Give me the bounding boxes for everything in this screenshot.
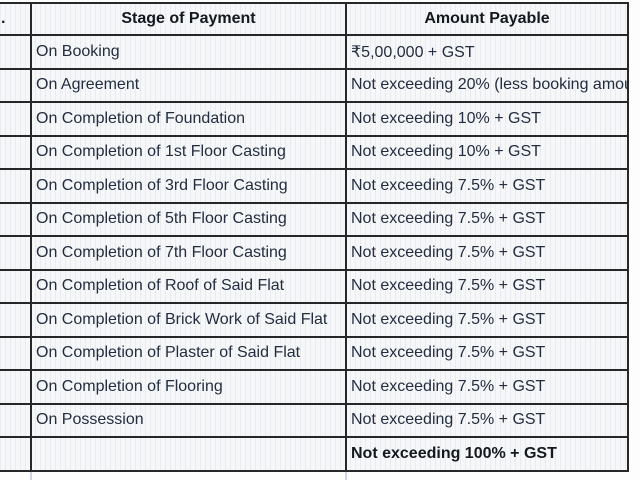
stage-cell: On Completion of 3rd Floor Casting [30,168,347,204]
index-cell [0,168,32,204]
table-row: On Booking ₹5,00,000 + GST [0,34,629,70]
stage-cell: On Completion of Roof of Said Flat [30,268,347,304]
index-cell [0,34,32,70]
stage-cell: On Completion of Brick Work of Said Flat [30,302,347,338]
gridline-stub-middle [345,472,347,480]
index-cell [0,402,32,438]
table-row: On Completion of Plaster of Said Flat No… [0,335,629,371]
table-row: On Possession Not exceeding 7.5% + GST [0,402,629,438]
amount-cell: Not exceeding 10% + GST [345,101,629,137]
amount-cell: Not exceeding 7.5% + GST [345,235,629,271]
amount-cell: Not exceeding 20% (less booking amou [345,67,629,103]
gridline-stub-left [30,472,32,480]
table-row: On Completion of Foundation Not exceedin… [0,101,629,137]
table-row: On Completion of Brick Work of Said Flat… [0,302,629,338]
index-cell [0,67,32,103]
table-row: On Completion of 7th Floor Casting Not e… [0,235,629,271]
amount-cell: Not exceeding 10% + GST [345,134,629,170]
amount-cell: Not exceeding 7.5% + GST [345,335,629,371]
stage-cell: On Completion of 7th Floor Casting [30,235,347,271]
table-row: On Completion of 3rd Floor Casting Not e… [0,168,629,204]
stage-cell: On Completion of Foundation [30,101,347,137]
index-cell [0,235,32,271]
stage-column-header: Stage of Payment [30,2,347,36]
payment-schedule-table: . Stage of Payment Amount Payable On Boo… [0,2,629,472]
stage-cell: On Completion of Plaster of Said Flat [30,335,347,371]
table-row: On Completion of Flooring Not exceeding … [0,369,629,405]
index-cell [0,201,32,237]
stage-cell: On Booking [30,34,347,70]
amount-cell: ₹5,00,000 + GST [345,34,629,70]
index-cell [0,302,32,338]
amount-cell: Not exceeding 7.5% + GST [345,402,629,438]
index-column-header: . [0,2,32,36]
index-cell [0,335,32,371]
stage-cell [30,436,347,472]
index-cell [0,268,32,304]
index-cell [0,134,32,170]
header-row: . Stage of Payment Amount Payable [0,2,629,36]
amount-cell: Not exceeding 7.5% + GST [345,268,629,304]
table-row: Not exceeding 100% + GST [0,436,629,472]
amount-cell: Not exceeding 7.5% + GST [345,168,629,204]
table-row: On Agreement Not exceeding 20% (less boo… [0,67,629,103]
table-body: On Booking ₹5,00,000 + GST On Agreement … [0,34,629,472]
table-row: On Completion of Roof of Said Flat Not e… [0,268,629,304]
stage-cell: On Completion of 5th Floor Casting [30,201,347,237]
stage-cell: On Completion of 1st Floor Casting [30,134,347,170]
stage-cell: On Completion of Flooring [30,369,347,405]
index-cell [0,436,32,472]
stage-cell: On Possession [30,402,347,438]
index-cell [0,101,32,137]
amount-cell: Not exceeding 7.5% + GST [345,201,629,237]
amount-cell: Not exceeding 7.5% + GST [345,302,629,338]
index-cell [0,369,32,405]
amount-cell: Not exceeding 100% + GST [345,436,629,472]
stage-cell: On Agreement [30,67,347,103]
amount-column-header: Amount Payable [345,2,629,36]
table-row: On Completion of 1st Floor Casting Not e… [0,134,629,170]
amount-cell: Not exceeding 7.5% + GST [345,369,629,405]
table-row: On Completion of 5th Floor Casting Not e… [0,201,629,237]
